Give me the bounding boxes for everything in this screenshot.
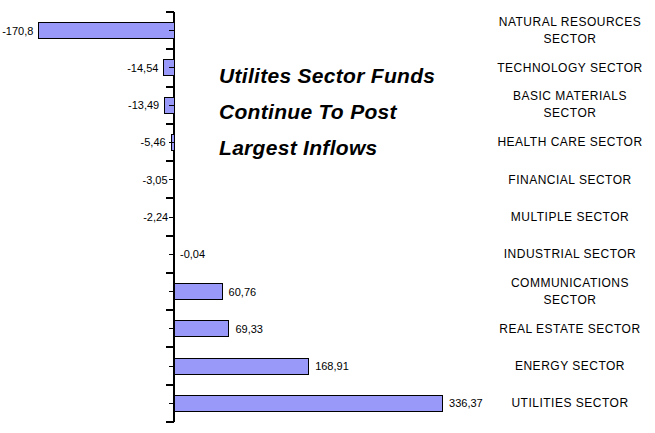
value-label: -13,49 bbox=[128, 98, 159, 112]
value-label: -14,54 bbox=[127, 61, 158, 75]
value-label: 168,91 bbox=[315, 359, 349, 373]
axis-tick-center bbox=[169, 30, 174, 31]
bar bbox=[174, 358, 309, 375]
axis-tick-boundary bbox=[166, 272, 174, 274]
category-label: COMMUNICATIONS SECTOR bbox=[492, 275, 648, 309]
category-label: INDUSTRIAL SECTOR bbox=[492, 246, 648, 263]
category-label: UTILITIES SECTOR bbox=[492, 395, 648, 412]
axis-tick-boundary bbox=[166, 384, 174, 386]
value-label: 69,33 bbox=[235, 322, 263, 336]
axis-tick-boundary bbox=[166, 123, 174, 125]
bar bbox=[174, 320, 229, 337]
axis-tick-boundary bbox=[166, 160, 174, 162]
axis-tick-boundary bbox=[166, 421, 174, 423]
axis-tick-center bbox=[169, 403, 174, 404]
value-label: -170,8 bbox=[2, 24, 33, 38]
axis-tick-center bbox=[169, 366, 174, 367]
axis-tick-boundary bbox=[166, 48, 174, 50]
chart-title: Utilites Sector Funds Continue To Post L… bbox=[219, 58, 435, 166]
value-label: -5,46 bbox=[141, 135, 166, 149]
category-label: TECHNOLOGY SECTOR bbox=[492, 59, 648, 76]
axis-tick-center bbox=[169, 142, 174, 143]
value-label: -3,05 bbox=[142, 173, 167, 187]
category-label: FINANCIAL SECTOR bbox=[492, 171, 648, 188]
category-label: MULTIPLE SECTOR bbox=[492, 209, 648, 226]
value-label: -2,24 bbox=[143, 210, 168, 224]
axis-tick-boundary bbox=[166, 197, 174, 199]
axis-tick-center bbox=[169, 179, 174, 180]
axis-tick-boundary bbox=[166, 11, 174, 13]
axis-tick-boundary bbox=[166, 346, 174, 348]
axis-tick-center bbox=[169, 105, 174, 106]
bar bbox=[38, 22, 175, 39]
bar bbox=[174, 283, 223, 300]
bar-chart: Utilites Sector Funds Continue To Post L… bbox=[0, 0, 655, 433]
value-label: 336,37 bbox=[449, 396, 483, 410]
axis-tick-center bbox=[169, 67, 174, 68]
axis-tick-center bbox=[169, 254, 174, 255]
axis-tick-boundary bbox=[166, 309, 174, 311]
axis-tick-center bbox=[169, 217, 174, 218]
axis-tick-boundary bbox=[166, 86, 174, 88]
axis-tick-center bbox=[169, 291, 174, 292]
value-label: 60,76 bbox=[229, 285, 257, 299]
value-label: -0,04 bbox=[180, 247, 205, 261]
category-label: BASIC MATERIALS SECTOR bbox=[492, 88, 648, 122]
axis-tick-boundary bbox=[166, 235, 174, 237]
category-label: REAL ESTATE SECTOR bbox=[492, 320, 648, 337]
bar bbox=[174, 395, 443, 412]
category-label: HEALTH CARE SECTOR bbox=[492, 134, 648, 151]
category-label: NATURAL RESOURCES SECTOR bbox=[492, 14, 648, 48]
axis-tick-center bbox=[169, 328, 174, 329]
category-label: ENERGY SECTOR bbox=[492, 358, 648, 375]
